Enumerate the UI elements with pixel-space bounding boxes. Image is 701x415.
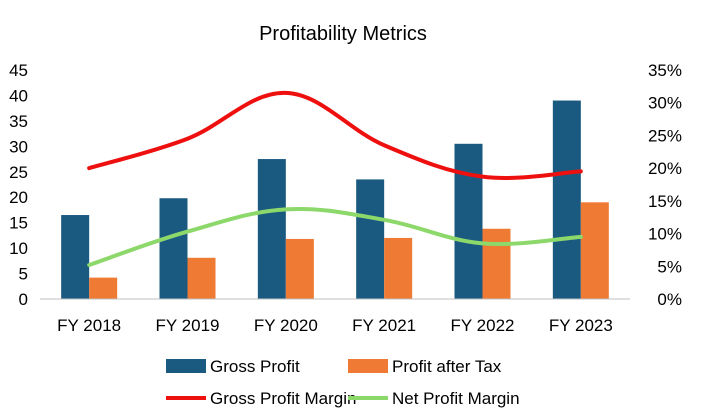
y-tick-label: 30 [9, 137, 28, 156]
gross-profit-bar [454, 143, 483, 299]
y-tick-label: 10 [9, 239, 28, 258]
gross-profit-bar [552, 100, 581, 300]
x-tick-label: FY 2021 [352, 316, 416, 335]
profit-after-tax-bar [89, 277, 118, 299]
profit-after-tax-bar [384, 237, 413, 299]
gross-profit-bar [356, 179, 385, 299]
legend: Gross Profit Profit after Tax Gross Profit… [166, 357, 520, 408]
gross-profit-bar [159, 198, 188, 299]
y2-tick-label: 25% [648, 126, 682, 145]
net-profit-margin-line [87, 206, 583, 267]
y2-tick-label: 0% [657, 290, 682, 309]
legend-swatch [348, 359, 388, 373]
x-axis-ticks: FY 2018 FY 2019 FY 2020 FY 2021 FY 2022 FY 20… [57, 316, 613, 335]
y2-axis-ticks: 0% 5% 10% 15% 20% 25% 30% 35% [648, 61, 682, 309]
gross-profit-bar [257, 159, 286, 299]
x-tick-label: FY 2020 [254, 316, 318, 335]
bars-layer [61, 100, 609, 300]
y-tick-label: 20 [9, 188, 28, 207]
y2-tick-label: 35% [648, 61, 682, 80]
profit-after-tax-bar [285, 238, 314, 299]
gross-profit-margin-line [87, 90, 583, 181]
y-tick-label: 0 [19, 290, 28, 309]
y2-tick-label: 20% [648, 159, 682, 178]
x-tick-label: FY 2019 [156, 316, 220, 335]
y-tick-label: 35 [9, 112, 28, 131]
y2-tick-label: 30% [648, 94, 682, 113]
legend-label: Profit after Tax [392, 357, 502, 376]
x-tick-label: FY 2018 [57, 316, 121, 335]
y-tick-label: 45 [9, 61, 28, 80]
y2-tick-label: 5% [657, 257, 682, 276]
chart-title: Profitability Metrics [259, 23, 427, 45]
y-tick-label: 5 [19, 265, 28, 284]
legend-label: Gross Profit Margin [210, 389, 356, 408]
legend-label: Gross Profit [210, 357, 300, 376]
profit-after-tax-bar [580, 202, 609, 299]
profit-after-tax-bar [482, 228, 511, 299]
y-tick-label: 40 [9, 86, 28, 105]
gross-profit-bar [61, 215, 90, 299]
y-axis-ticks: 0 5 10 15 20 25 30 35 40 45 [9, 61, 28, 309]
legend-label: Net Profit Margin [392, 389, 520, 408]
lines-layer [87, 90, 583, 267]
y-tick-label: 15 [9, 214, 28, 233]
x-tick-label: FY 2023 [549, 316, 613, 335]
y2-tick-label: 15% [648, 192, 682, 211]
profit-after-tax-bar [187, 257, 216, 299]
y2-tick-label: 10% [648, 225, 682, 244]
legend-swatch [166, 359, 206, 373]
y-tick-label: 25 [9, 163, 28, 182]
x-tick-label: FY 2022 [451, 316, 515, 335]
